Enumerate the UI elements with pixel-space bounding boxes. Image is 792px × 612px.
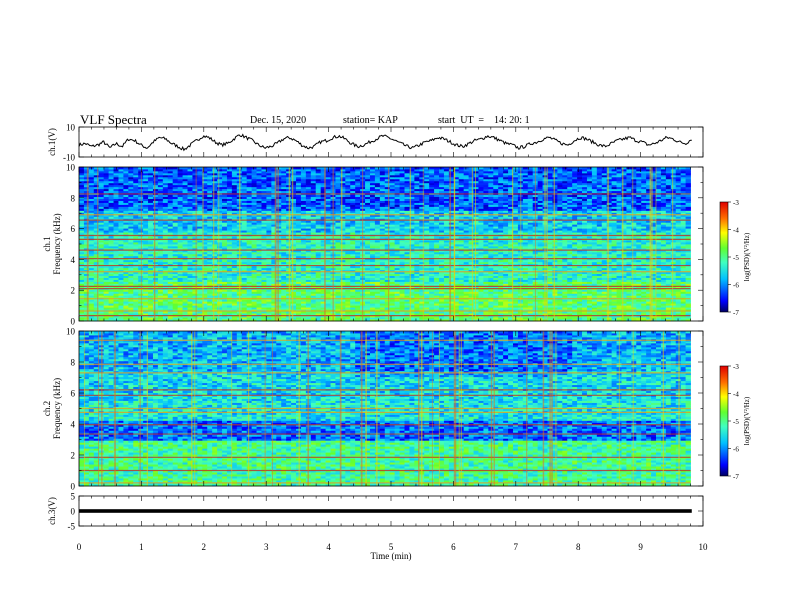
y-tick-label: -10 xyxy=(63,153,75,163)
y-tick-label: 10 xyxy=(66,123,76,133)
ch1-spectrogram-image xyxy=(79,167,691,321)
ch1-waveform-trace xyxy=(79,135,692,151)
y-axis-label: ch.1(V) xyxy=(47,128,57,156)
ch1-waveform-panel: 10 -10 ch.1(V) xyxy=(47,123,703,163)
